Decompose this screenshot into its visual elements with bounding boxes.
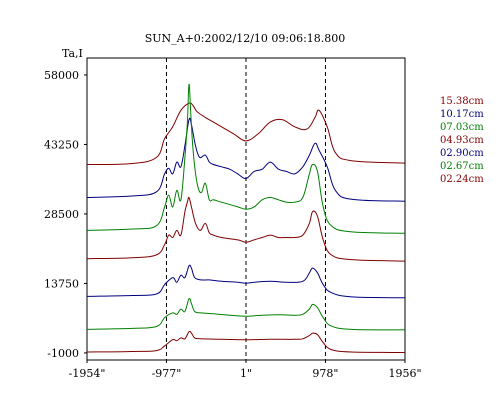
x-tick-labels-group: -1954" -977" 1" 978" 1956" (69, 360, 422, 380)
legend-entry: 02.90cm (440, 148, 484, 159)
series-line-07-03cm (86, 83, 406, 234)
series-line-15-38cm (86, 102, 406, 165)
series-line-04-93cm (86, 196, 406, 262)
x-tick-label: -977" (152, 367, 182, 380)
series-line-02-90cm (86, 264, 406, 299)
legend-entry: 15.38cm (440, 96, 484, 107)
y-tick-label: 43250 (44, 138, 79, 151)
legend-entry: 07.03cm (440, 122, 484, 133)
x-tick-label: -1954" (69, 367, 106, 380)
y-tick-label: 13750 (44, 277, 79, 290)
series-line-02-24cm (86, 330, 406, 353)
legend-entry: 10.17cm (440, 109, 484, 120)
legend-entry: 02.24cm (440, 174, 484, 185)
x-tick-label: 1956" (388, 367, 421, 380)
series-line-02-67cm (86, 297, 406, 331)
y-axis-label: Ta,I (62, 47, 83, 60)
x-tick-label: 1" (240, 367, 252, 380)
legend: 15.38cm 10.17cm 07.03cm 04.93cm 02.90cm 02.67… (440, 96, 484, 185)
series-lines-group (86, 83, 406, 353)
chart-title: SUN_A+0:2002/12/10 09:06:18.800 (145, 32, 346, 45)
x-tick-label: 978" (312, 367, 338, 380)
y-tick-labels-group: 58000 43250 28500 13750 -1000 (44, 69, 87, 360)
legend-entry: 04.93cm (440, 135, 484, 146)
legend-entry: 02.67cm (440, 161, 484, 172)
series-line-10-17cm (86, 117, 406, 202)
y-tick-label: 28500 (44, 208, 79, 221)
y-tick-label: -1000 (47, 347, 79, 360)
y-tick-label: 58000 (44, 69, 79, 82)
